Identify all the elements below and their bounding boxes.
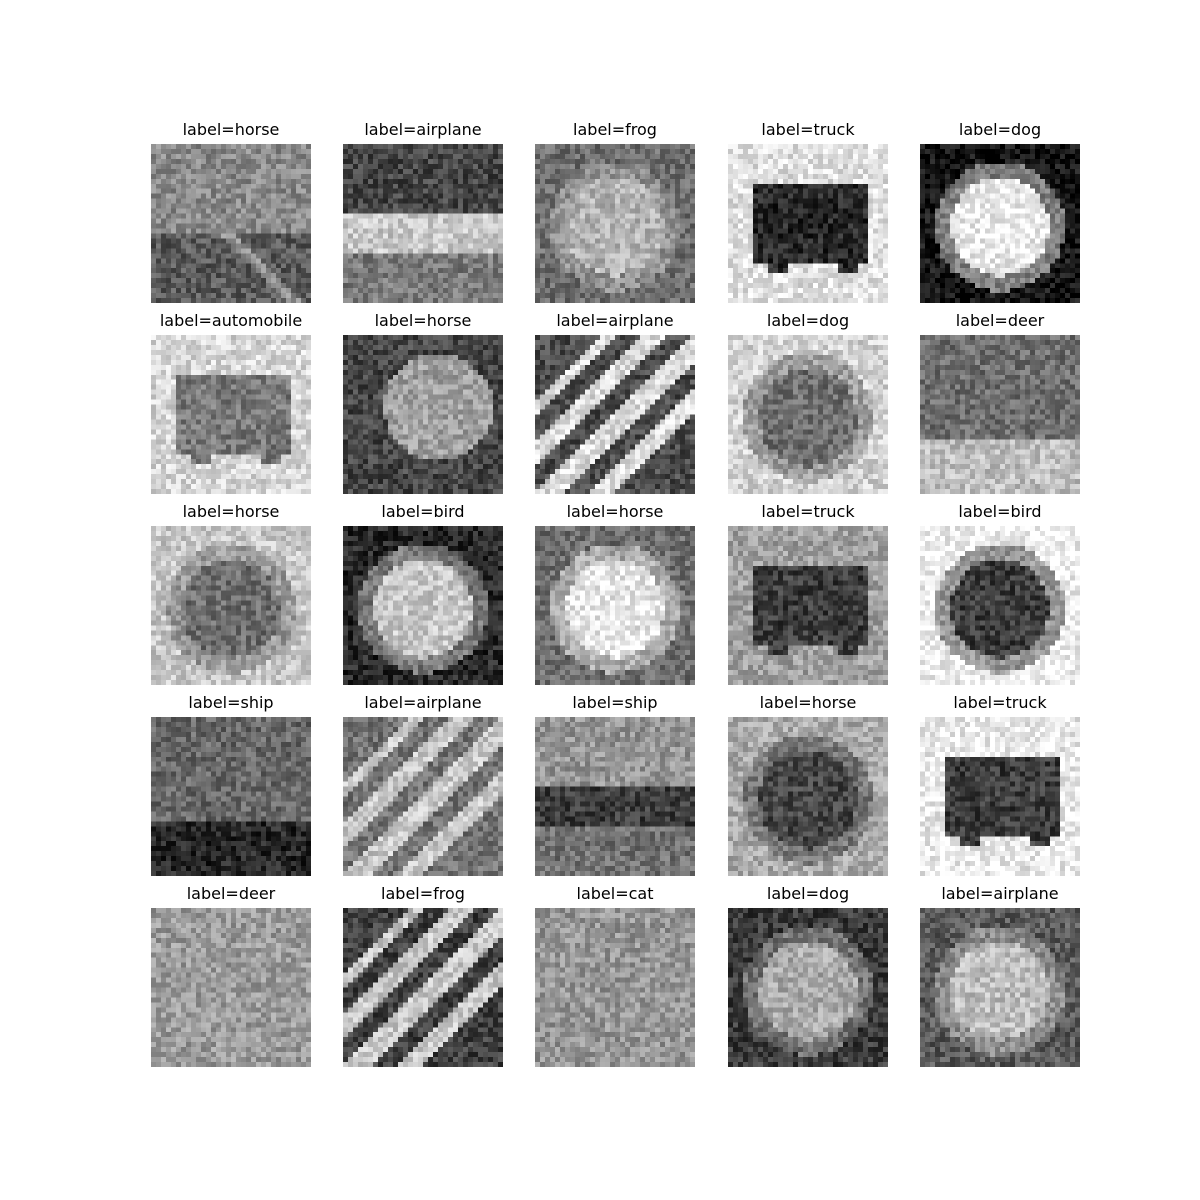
- cell-title: label=airplane: [323, 689, 523, 717]
- grid-cell: label=truck: [728, 116, 888, 303]
- grid-cell: label=horse: [151, 116, 311, 303]
- cell-title: label=truck: [708, 116, 908, 144]
- grid-cell: label=automobile: [151, 307, 311, 494]
- grid-cell: label=bird: [920, 498, 1080, 685]
- grayscale-thumbnail: [343, 335, 503, 494]
- grayscale-thumbnail: [728, 908, 888, 1067]
- grid-cell: label=airplane: [343, 116, 503, 303]
- cell-title: label=cat: [515, 880, 715, 908]
- grid-cell: label=ship: [151, 689, 311, 876]
- cell-title: label=bird: [323, 498, 523, 526]
- grid-cell: label=airplane: [920, 880, 1080, 1067]
- grid-cell: label=airplane: [535, 307, 695, 494]
- grid-cell: label=horse: [343, 307, 503, 494]
- cell-title: label=dog: [900, 116, 1100, 144]
- grayscale-thumbnail: [343, 908, 503, 1067]
- cell-title: label=horse: [323, 307, 523, 335]
- grid-cell: label=dog: [728, 307, 888, 494]
- grid-cell: label=airplane: [343, 689, 503, 876]
- cell-title: label=frog: [515, 116, 715, 144]
- grayscale-thumbnail: [535, 908, 695, 1067]
- grid-cell: label=dog: [728, 880, 888, 1067]
- cell-title: label=horse: [131, 498, 331, 526]
- grid-cell: label=horse: [728, 689, 888, 876]
- image-grid: label=horse label=airplane label=frog label…: [151, 116, 1080, 1068]
- cell-title: label=ship: [515, 689, 715, 717]
- grayscale-thumbnail: [535, 144, 695, 303]
- cell-title: label=deer: [131, 880, 331, 908]
- grid-cell: label=truck: [920, 689, 1080, 876]
- cell-title: label=horse: [708, 689, 908, 717]
- grid-cell: label=bird: [343, 498, 503, 685]
- grayscale-thumbnail: [343, 717, 503, 876]
- cell-title: label=airplane: [515, 307, 715, 335]
- cell-title: label=truck: [708, 498, 908, 526]
- grayscale-thumbnail: [920, 335, 1080, 494]
- grid-cell: label=cat: [535, 880, 695, 1067]
- grayscale-thumbnail: [728, 526, 888, 685]
- grayscale-thumbnail: [728, 717, 888, 876]
- cell-title: label=airplane: [900, 880, 1100, 908]
- cell-title: label=horse: [131, 116, 331, 144]
- cell-title: label=dog: [708, 880, 908, 908]
- grayscale-thumbnail: [151, 526, 311, 685]
- grayscale-thumbnail: [535, 335, 695, 494]
- cell-title: label=truck: [900, 689, 1100, 717]
- grayscale-thumbnail: [343, 144, 503, 303]
- grayscale-thumbnail: [151, 717, 311, 876]
- cell-title: label=dog: [708, 307, 908, 335]
- cell-title: label=ship: [131, 689, 331, 717]
- grayscale-thumbnail: [920, 717, 1080, 876]
- grid-cell: label=deer: [920, 307, 1080, 494]
- grayscale-thumbnail: [920, 144, 1080, 303]
- grid-cell: label=ship: [535, 689, 695, 876]
- grayscale-thumbnail: [151, 908, 311, 1067]
- grayscale-thumbnail: [535, 526, 695, 685]
- grayscale-thumbnail: [535, 717, 695, 876]
- cell-title: label=bird: [900, 498, 1100, 526]
- cell-title: label=automobile: [131, 307, 331, 335]
- grayscale-thumbnail: [728, 335, 888, 494]
- cell-title: label=deer: [900, 307, 1100, 335]
- grayscale-thumbnail: [920, 526, 1080, 685]
- cell-title: label=horse: [515, 498, 715, 526]
- grid-cell: label=truck: [728, 498, 888, 685]
- grayscale-thumbnail: [728, 144, 888, 303]
- grid-cell: label=deer: [151, 880, 311, 1067]
- grayscale-thumbnail: [343, 526, 503, 685]
- grayscale-thumbnail: [151, 335, 311, 494]
- grid-cell: label=frog: [343, 880, 503, 1067]
- grid-cell: label=horse: [535, 498, 695, 685]
- grid-cell: label=frog: [535, 116, 695, 303]
- grayscale-thumbnail: [920, 908, 1080, 1067]
- cell-title: label=frog: [323, 880, 523, 908]
- grayscale-thumbnail: [151, 144, 311, 303]
- cell-title: label=airplane: [323, 116, 523, 144]
- grid-cell: label=dog: [920, 116, 1080, 303]
- grid-cell: label=horse: [151, 498, 311, 685]
